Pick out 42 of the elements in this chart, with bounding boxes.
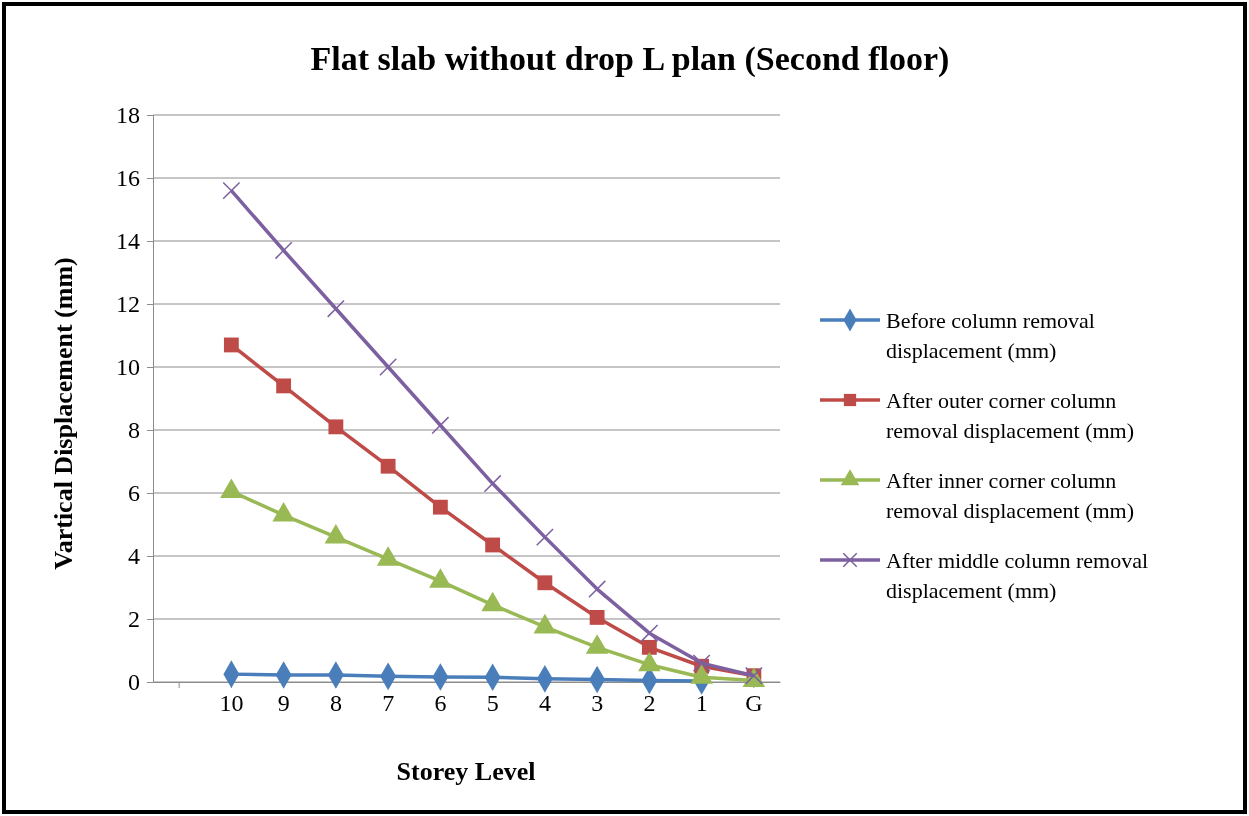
x-tick-label: 9 bbox=[277, 690, 290, 716]
point bbox=[640, 624, 659, 643]
point bbox=[276, 378, 292, 394]
x-tick-label: 10 bbox=[219, 690, 244, 716]
point bbox=[328, 419, 344, 435]
legend-label: Before column removal displacement (mm) bbox=[886, 308, 1095, 363]
y-tick-label: 12 bbox=[116, 291, 140, 318]
chart-title: Flat slab without drop L plan (Second floor) bbox=[310, 40, 950, 78]
y-tick-label: 4 bbox=[128, 543, 140, 570]
y-tick-label: 2 bbox=[128, 606, 140, 633]
point bbox=[223, 337, 239, 353]
x-tick-label: 5 bbox=[486, 690, 499, 716]
x-tick-label: G bbox=[745, 690, 763, 716]
legend-label: After inner corner column removal displacement (mm) bbox=[886, 468, 1135, 523]
x-tick-label: 1 bbox=[695, 690, 708, 716]
point bbox=[431, 416, 450, 435]
point bbox=[692, 654, 711, 673]
y-tick-label: 16 bbox=[116, 165, 140, 192]
x-tick-label: 3 bbox=[591, 690, 604, 716]
point bbox=[222, 181, 241, 200]
y-tick-label: 14 bbox=[116, 228, 140, 255]
point bbox=[641, 639, 657, 655]
y-tick-label: 8 bbox=[128, 417, 140, 444]
point bbox=[485, 537, 501, 553]
legend-label: After middle column removal displacement (mm) bbox=[886, 548, 1149, 603]
y-tick-label: 18 bbox=[116, 102, 140, 129]
point bbox=[432, 499, 448, 515]
x-tick-label: 6 bbox=[434, 690, 447, 716]
x-tick-label: 8 bbox=[329, 690, 342, 716]
point bbox=[326, 299, 345, 318]
x-tick-label: 4 bbox=[538, 690, 551, 716]
y-tick-label: 10 bbox=[116, 354, 140, 381]
point bbox=[380, 458, 396, 474]
legend-label: After outer corner column removal displacement (mm) bbox=[886, 388, 1135, 443]
point bbox=[589, 610, 605, 625]
y-tick-label: 6 bbox=[128, 480, 140, 507]
x-tick-label: 7 bbox=[382, 690, 395, 716]
x-tick-label: 2 bbox=[643, 690, 656, 716]
y-axis-title: Vartical Displacement (mm) bbox=[49, 257, 78, 570]
x-axis-title: Storey Level bbox=[396, 757, 536, 786]
point bbox=[537, 575, 553, 591]
y-tick-label: 0 bbox=[128, 669, 140, 696]
